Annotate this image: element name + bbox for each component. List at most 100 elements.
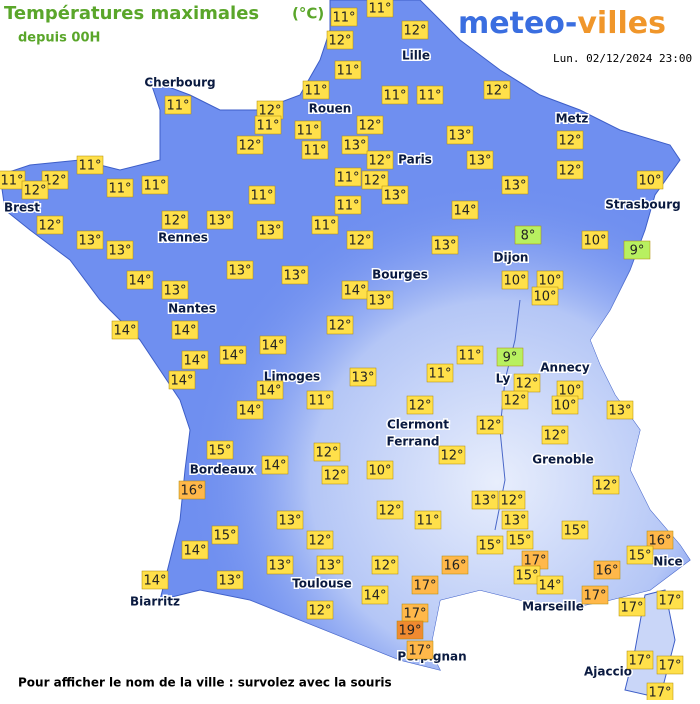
temperature-label: 14° — [538, 579, 561, 594]
temperature-badge: 14° — [341, 280, 369, 300]
city-name: Brest — [4, 201, 40, 215]
badge-box — [513, 565, 541, 585]
temperature-badge: 13° — [226, 260, 254, 280]
badge-box — [211, 525, 239, 545]
badge-box — [483, 80, 511, 100]
temperature-label: 12° — [328, 319, 351, 334]
temperature-badge: 13° — [266, 555, 294, 575]
relief-shading — [0, 0, 690, 670]
temperature-badge: 13° — [161, 280, 189, 300]
badge-box — [321, 465, 349, 485]
badge-box — [276, 510, 304, 530]
badge-box — [334, 195, 362, 215]
temperature-badge: 13° — [606, 400, 634, 420]
badge-box — [126, 270, 154, 290]
temperature-badge: 11° — [334, 60, 362, 80]
temperature-badge: 11° — [164, 95, 192, 115]
badge-box — [451, 200, 479, 220]
temperature-label: 9° — [503, 351, 518, 366]
city-name: Grenoble — [532, 453, 594, 467]
temperature-label: 12° — [348, 234, 371, 249]
temperature-badge: 14° — [361, 585, 389, 605]
temperature-label: 12° — [315, 446, 338, 461]
temperature-badge: 10° — [501, 270, 529, 290]
temperature-badge: 12° — [401, 20, 429, 40]
city-name: Rouen — [309, 102, 352, 116]
temperature-badge: 11° — [456, 345, 484, 365]
temperature-badge: 12° — [592, 475, 620, 495]
temperature-badge: 12° — [501, 390, 529, 410]
city-name: Ferrand — [387, 435, 440, 449]
temperature-label: 12° — [485, 84, 508, 99]
temperature-badge: 13° — [471, 490, 499, 510]
temperature-label: 14° — [221, 349, 244, 364]
badge-box — [501, 390, 529, 410]
badge-box — [326, 30, 354, 50]
temperature-badge: 11° — [416, 85, 444, 105]
temperature-label: 11° — [336, 171, 359, 186]
temperature-label: 12° — [378, 504, 401, 519]
temperature-label: 17° — [583, 589, 606, 604]
badge-box — [656, 655, 684, 675]
temperature-badge: 14° — [259, 335, 287, 355]
badge-box — [206, 440, 234, 460]
badge-box — [371, 555, 399, 575]
city-name: Paris — [398, 153, 432, 167]
temperature-badge: 13° — [466, 150, 494, 170]
temperature-label: 12° — [373, 559, 396, 574]
temperature-badge: 14° — [168, 370, 196, 390]
temperature-badge: 11° — [248, 185, 276, 205]
temperature-label: 12° — [308, 534, 331, 549]
temperature-label: 13° — [473, 494, 496, 509]
badge-box — [406, 395, 434, 415]
badge-box — [581, 585, 609, 605]
badge-box — [426, 363, 454, 383]
temperature-badge: 13° — [206, 210, 234, 230]
temperature-badge: 13° — [281, 265, 309, 285]
temperature-label: 11° — [308, 394, 331, 409]
badge-box — [41, 170, 69, 190]
temperature-label: 13° — [163, 284, 186, 299]
badge-box — [301, 140, 329, 160]
temperature-badge: 13° — [431, 235, 459, 255]
temperature-label: 10° — [553, 399, 576, 414]
temperature-badge: 12° — [326, 315, 354, 335]
temperature-badge: 15° — [561, 520, 589, 540]
temperature-label: 14° — [113, 324, 136, 339]
temperature-label: 14° — [143, 574, 166, 589]
badge-box — [178, 480, 206, 500]
temperature-label: 12° — [368, 154, 391, 169]
temperature-label: 13° — [258, 224, 281, 239]
temperature-label: 17° — [413, 579, 436, 594]
temperature-badge: 11° — [106, 178, 134, 198]
badge-box — [281, 265, 309, 285]
badge-box — [361, 585, 389, 605]
temperature-badge: 15° — [626, 545, 654, 565]
badge-box — [411, 575, 439, 595]
badge-box — [302, 80, 330, 100]
temperature-label: 12° — [308, 604, 331, 619]
temperature-label: 11° — [336, 199, 359, 214]
temperature-badge: 11° — [306, 390, 334, 410]
badge-box — [496, 347, 524, 367]
temperature-label: 13° — [608, 404, 631, 419]
temperature-label: 14° — [128, 274, 151, 289]
temperature-badge: 12° — [313, 442, 341, 462]
temperature-badge: 12° — [356, 115, 384, 135]
temperature-label: 16° — [595, 564, 618, 579]
temperature-label: 12° — [558, 134, 581, 149]
temperature-label: 13° — [318, 559, 341, 574]
temperature-label: 15° — [208, 444, 231, 459]
temperature-badge: 14° — [141, 570, 169, 590]
temperature-badge: 13° — [501, 510, 529, 530]
badge-box — [476, 415, 504, 435]
temperature-label: 17° — [648, 686, 671, 701]
temperature-label: 15° — [213, 529, 236, 544]
temperature-badge: 12° — [321, 465, 349, 485]
temperature-badge: 8° — [514, 225, 542, 245]
temperature-badge: 13° — [256, 220, 284, 240]
temperature-badge: 12° — [371, 555, 399, 575]
badge-box — [306, 600, 334, 620]
temperature-badge: 14° — [536, 575, 564, 595]
temperature-label: 11° — [0, 174, 23, 189]
